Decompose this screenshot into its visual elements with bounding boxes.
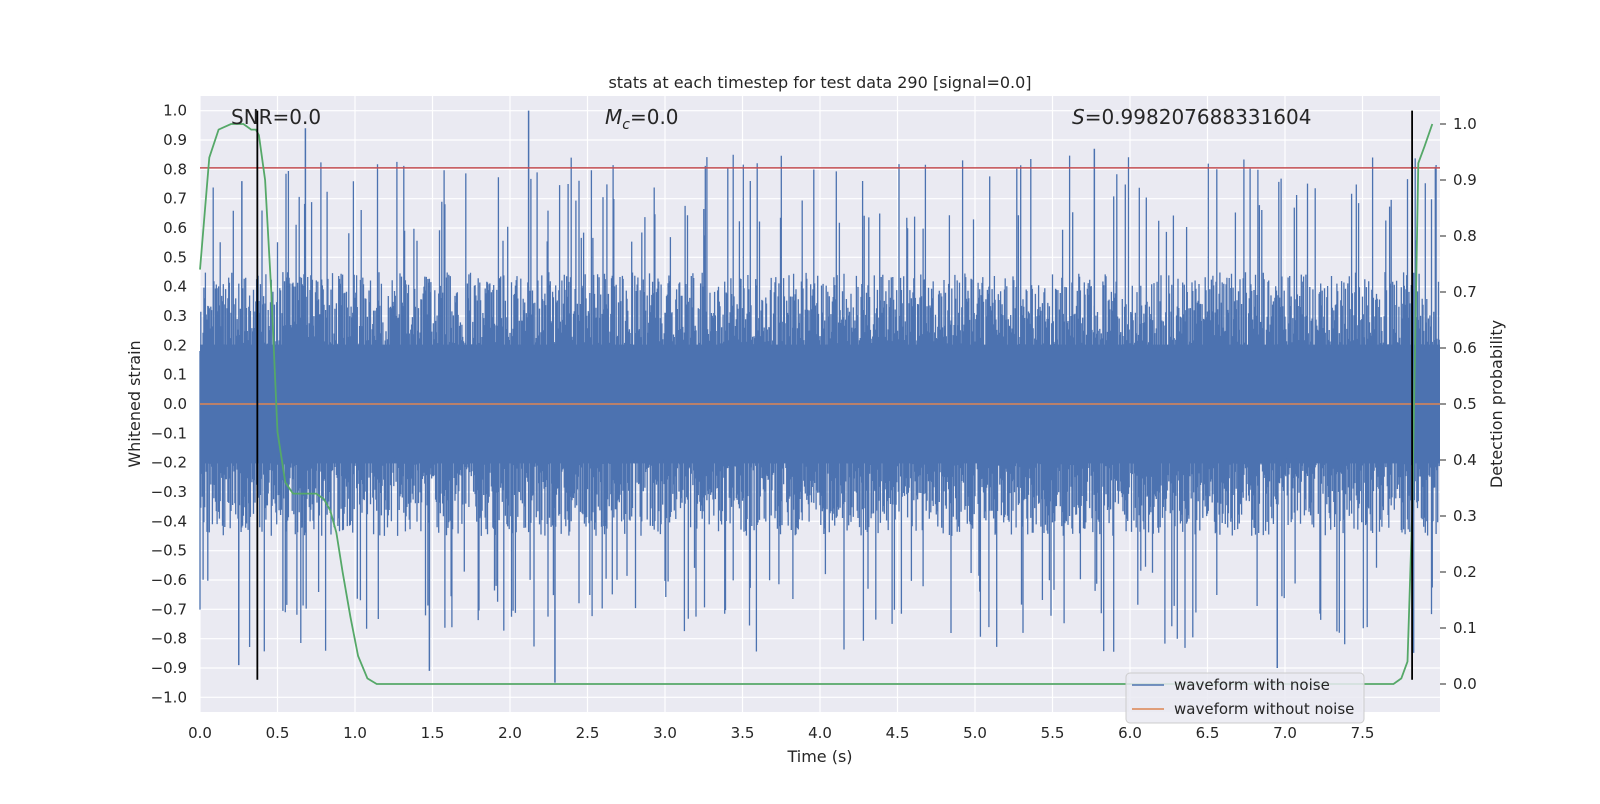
y-tick-label: −0.1 xyxy=(151,424,187,442)
x-tick-label: 6.0 xyxy=(1118,724,1142,742)
y-tick-label: −1.0 xyxy=(151,688,187,706)
score-symbol: S xyxy=(1072,105,1085,129)
x-tick-label: 6.5 xyxy=(1196,724,1220,742)
y-tick-label: 0.3 xyxy=(163,307,187,325)
x-tick-label: 4.0 xyxy=(808,724,832,742)
y-right-tick-label: 0.6 xyxy=(1453,339,1477,357)
x-tick-label: 3.5 xyxy=(731,724,755,742)
y-tick-label: −0.2 xyxy=(151,454,187,472)
y-right-tick-label: 0.7 xyxy=(1453,283,1477,301)
x-axis-ticks: 0.0 0.5 1.0 1.5 2.0 2.5 3.0 3.5 4.0 4.5 5.0 5.5 6.0 6… xyxy=(188,724,1374,742)
y-tick-label: 0.9 xyxy=(163,131,187,149)
x-tick-label: 1.0 xyxy=(343,724,367,742)
y-right-tick-label: 0.8 xyxy=(1453,227,1477,245)
x-tick-label: 2.0 xyxy=(498,724,522,742)
x-tick-label: 5.5 xyxy=(1041,724,1065,742)
x-axis-label: Time (s) xyxy=(786,747,852,766)
score-value: =0.998207688331604 xyxy=(1085,105,1312,129)
x-tick-label: 0.5 xyxy=(266,724,290,742)
y-right-tick-label: 0.9 xyxy=(1453,171,1477,189)
y-right-tick-label: 0.4 xyxy=(1453,451,1477,469)
x-tick-label: 3.0 xyxy=(653,724,677,742)
chirp-mass-symbol: M xyxy=(605,105,622,129)
y-tick-label: 1.0 xyxy=(163,102,187,120)
y-tick-label: 0.7 xyxy=(163,190,187,208)
y-tick-label: 0.5 xyxy=(163,248,187,266)
y-axis-ticks: 1.0 0.9 0.8 0.7 0.6 0.5 0.4 0.3 0.2 0.1 0.0 −0.1 −0.… xyxy=(151,102,187,707)
y-right-tick-label: 0.5 xyxy=(1453,395,1477,413)
y-tick-label: −0.6 xyxy=(151,571,187,589)
x-tick-label: 5.0 xyxy=(963,724,987,742)
y-tick-label: 0.2 xyxy=(163,336,187,354)
y-tick-label: −0.5 xyxy=(151,542,187,560)
y-tick-label: 0.6 xyxy=(163,219,187,237)
legend-box xyxy=(1125,672,1365,724)
x-tick-label: 1.5 xyxy=(421,724,445,742)
y-right-tick-label: 0.2 xyxy=(1453,563,1477,581)
y-right-tick-label: 0.1 xyxy=(1453,619,1477,637)
y-tick-label: 0.0 xyxy=(163,395,187,413)
x-tick-label: 0.0 xyxy=(188,724,212,742)
legend: waveform with noise waveform without noi… xyxy=(1125,672,1365,724)
legend-label-clean: waveform without noise xyxy=(1174,700,1354,718)
chirp-mass-annotation: Mc=0.0 xyxy=(605,105,679,133)
y-right-axis-label: Detection probability xyxy=(1487,320,1506,488)
y-right-tick-label: 0.0 xyxy=(1453,675,1477,693)
x-tick-label: 7.5 xyxy=(1351,724,1375,742)
y-right-tick-label: 0.3 xyxy=(1453,507,1477,525)
x-tick-label: 7.0 xyxy=(1273,724,1297,742)
noise-trace xyxy=(199,154,1440,653)
detection-markers xyxy=(256,110,1413,680)
y-tick-label: −0.7 xyxy=(151,600,187,618)
legend-label-noise: waveform with noise xyxy=(1174,676,1330,694)
y-tick-label: −0.9 xyxy=(151,659,187,677)
y-tick-label: 0.1 xyxy=(163,366,187,384)
y-tick-label: 0.4 xyxy=(163,278,187,296)
y-tick-label: −0.4 xyxy=(151,512,187,530)
chirp-mass-subscript: c xyxy=(622,117,630,133)
score-annotation: S=0.998207688331604 xyxy=(1072,105,1311,129)
x-tick-label: 4.5 xyxy=(886,724,910,742)
y-right-tick-label: 1.0 xyxy=(1453,115,1477,133)
y-tick-label: −0.3 xyxy=(151,483,187,501)
snr-annotation: SNR=0.0 xyxy=(231,105,321,129)
chirp-mass-value: =0.0 xyxy=(630,105,679,129)
y-tick-label: −0.8 xyxy=(151,630,187,648)
y-right-axis-ticks: 1.0 0.9 0.8 0.7 0.6 0.5 0.4 0.3 0.2 0.1 0.0 xyxy=(1440,115,1477,693)
y-tick-label: 0.8 xyxy=(163,160,187,178)
chart-title: stats at each timestep for test data 290… xyxy=(608,73,1031,92)
x-tick-label: 2.5 xyxy=(576,724,600,742)
y-axis-label: Whitened strain xyxy=(125,340,144,467)
